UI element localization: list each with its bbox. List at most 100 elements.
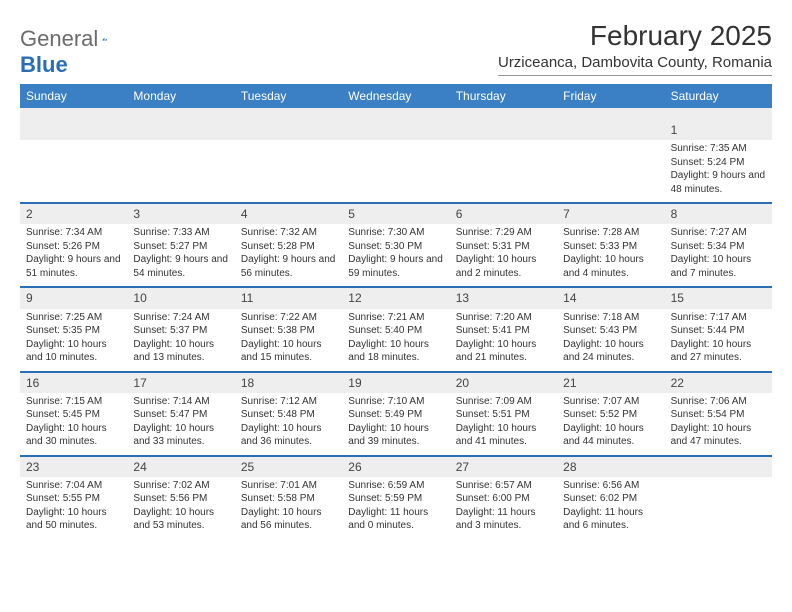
month-title: February 2025	[498, 20, 772, 52]
sunrise-text: Sunrise: 7:01 AM	[241, 479, 336, 493]
sunrise-text: Sunrise: 7:20 AM	[456, 311, 551, 325]
sunset-text: Sunset: 5:28 PM	[241, 240, 336, 254]
sunrise-text: Sunrise: 7:27 AM	[671, 226, 766, 240]
sunset-text: Sunset: 5:26 PM	[26, 240, 121, 254]
day-number: 8	[665, 204, 772, 224]
day-cell: 11Sunrise: 7:22 AMSunset: 5:38 PMDayligh…	[235, 288, 342, 370]
daylight-text: Daylight: 9 hours and 56 minutes.	[241, 253, 336, 280]
week-row: 16Sunrise: 7:15 AMSunset: 5:45 PMDayligh…	[20, 371, 772, 455]
sunset-text: Sunset: 5:30 PM	[348, 240, 443, 254]
day-cell: 8 Sunrise: 7:27 AMSunset: 5:34 PMDaylight…	[665, 204, 772, 286]
day-number: 4	[235, 204, 342, 224]
day-number: 26	[342, 457, 449, 477]
sunset-text: Sunset: 5:40 PM	[348, 324, 443, 338]
sunrise-text: Sunrise: 7:32 AM	[241, 226, 336, 240]
sunrise-text: Sunrise: 7:07 AM	[563, 395, 658, 409]
day-number: 27	[450, 457, 557, 477]
sunrise-text: Sunrise: 7:22 AM	[241, 311, 336, 325]
sunset-text: Sunset: 5:27 PM	[133, 240, 228, 254]
sunrise-text: Sunrise: 7:15 AM	[26, 395, 121, 409]
sunset-text: Sunset: 6:00 PM	[456, 492, 551, 506]
daylight-text: Daylight: 10 hours and 18 minutes.	[348, 338, 443, 365]
sunrise-text: Sunrise: 7:12 AM	[241, 395, 336, 409]
daylight-text: Daylight: 10 hours and 24 minutes.	[563, 338, 658, 365]
sunrise-text: Sunrise: 7:17 AM	[671, 311, 766, 325]
weekday-label: Sunday	[20, 84, 127, 108]
sunrise-text: Sunrise: 7:21 AM	[348, 311, 443, 325]
day-cell: 14Sunrise: 7:18 AMSunset: 5:43 PMDayligh…	[557, 288, 664, 370]
sunset-text: Sunset: 5:41 PM	[456, 324, 551, 338]
header: General February 2025 Urziceanca, Dambov…	[20, 20, 772, 76]
day-number: 28	[557, 457, 664, 477]
daylight-text: Daylight: 10 hours and 4 minutes.	[563, 253, 658, 280]
day-cell: 27 Sunrise: 6:57 AMSunset: 6:00 PMDayligh…	[450, 457, 557, 539]
day-cell: 10Sunrise: 7:24 AMSunset: 5:37 PMDayligh…	[127, 288, 234, 370]
calendar: Sunday Monday Tuesday Wednesday Thursday…	[20, 84, 772, 539]
empty-stripe	[235, 120, 342, 140]
sunset-text: Sunset: 5:48 PM	[241, 408, 336, 422]
week-row: 23Sunrise: 7:04 AMSunset: 5:55 PMDayligh…	[20, 455, 772, 539]
day-cell: 28Sunrise: 6:56 AMSunset: 6:02 PMDayligh…	[557, 457, 664, 539]
sunset-text: Sunset: 5:35 PM	[26, 324, 121, 338]
daylight-text: Daylight: 11 hours and 3 minutes.	[456, 506, 551, 533]
empty-cell	[20, 120, 127, 202]
sunset-text: Sunset: 5:38 PM	[241, 324, 336, 338]
day-cell: 22Sunrise: 7:06 AMSunset: 5:54 PMDayligh…	[665, 373, 772, 455]
week-row: 2Sunrise: 7:34 AMSunset: 5:26 PMDaylight…	[20, 202, 772, 286]
daylight-text: Daylight: 10 hours and 30 minutes.	[26, 422, 121, 449]
calendar-body: 1Sunrise: 7:35 AMSunset: 5:24 PMDaylight…	[20, 120, 772, 539]
daylight-text: Daylight: 10 hours and 47 minutes.	[671, 422, 766, 449]
empty-cell	[127, 120, 234, 202]
daylight-text: Daylight: 10 hours and 39 minutes.	[348, 422, 443, 449]
sunset-text: Sunset: 5:37 PM	[133, 324, 228, 338]
day-cell: 17Sunrise: 7:14 AMSunset: 5:47 PMDayligh…	[127, 373, 234, 455]
week-row: 1Sunrise: 7:35 AMSunset: 5:24 PMDaylight…	[20, 120, 772, 202]
sunrise-text: Sunrise: 7:29 AM	[456, 226, 551, 240]
sunset-text: Sunset: 5:33 PM	[563, 240, 658, 254]
sunset-text: Sunset: 5:56 PM	[133, 492, 228, 506]
sunrise-text: Sunrise: 7:30 AM	[348, 226, 443, 240]
sunset-text: Sunset: 5:31 PM	[456, 240, 551, 254]
day-cell: 21Sunrise: 7:07 AMSunset: 5:52 PMDayligh…	[557, 373, 664, 455]
sunrise-text: Sunrise: 7:09 AM	[456, 395, 551, 409]
day-cell: 24Sunrise: 7:02 AMSunset: 5:56 PMDayligh…	[127, 457, 234, 539]
empty-stripe	[127, 120, 234, 140]
day-cell: 20Sunrise: 7:09 AMSunset: 5:51 PMDayligh…	[450, 373, 557, 455]
day-number: 15	[665, 288, 772, 308]
daylight-text: Daylight: 11 hours and 6 minutes.	[563, 506, 658, 533]
sunset-text: Sunset: 5:34 PM	[671, 240, 766, 254]
day-number: 23	[20, 457, 127, 477]
empty-cell	[235, 120, 342, 202]
daylight-text: Daylight: 10 hours and 13 minutes.	[133, 338, 228, 365]
daylight-text: Daylight: 9 hours and 54 minutes.	[133, 253, 228, 280]
daylight-text: Daylight: 10 hours and 7 minutes.	[671, 253, 766, 280]
day-number: 13	[450, 288, 557, 308]
sunrise-text: Sunrise: 7:02 AM	[133, 479, 228, 493]
day-number: 14	[557, 288, 664, 308]
day-number: 12	[342, 288, 449, 308]
logo-text-1: General	[20, 26, 98, 52]
day-cell: 25Sunrise: 7:01 AMSunset: 5:58 PMDayligh…	[235, 457, 342, 539]
empty-stripe	[342, 120, 449, 140]
day-cell: 1Sunrise: 7:35 AMSunset: 5:24 PMDaylight…	[665, 120, 772, 202]
daylight-text: Daylight: 10 hours and 2 minutes.	[456, 253, 551, 280]
sunrise-text: Sunrise: 7:04 AM	[26, 479, 121, 493]
day-cell: 18Sunrise: 7:12 AMSunset: 5:48 PMDayligh…	[235, 373, 342, 455]
empty-cell	[665, 457, 772, 539]
weekday-label: Tuesday	[235, 84, 342, 108]
sunset-text: Sunset: 5:45 PM	[26, 408, 121, 422]
daylight-text: Daylight: 9 hours and 59 minutes.	[348, 253, 443, 280]
sunset-text: Sunset: 6:02 PM	[563, 492, 658, 506]
empty-stripe	[665, 457, 772, 477]
sunset-text: Sunset: 5:54 PM	[671, 408, 766, 422]
sunset-text: Sunset: 5:51 PM	[456, 408, 551, 422]
weekday-label: Saturday	[665, 84, 772, 108]
logo: General	[20, 20, 130, 52]
day-number: 1	[665, 120, 772, 140]
sunset-text: Sunset: 5:44 PM	[671, 324, 766, 338]
daylight-text: Daylight: 10 hours and 15 minutes.	[241, 338, 336, 365]
sunrise-text: Sunrise: 6:57 AM	[456, 479, 551, 493]
day-cell: 19Sunrise: 7:10 AMSunset: 5:49 PMDayligh…	[342, 373, 449, 455]
sunset-text: Sunset: 5:59 PM	[348, 492, 443, 506]
weekday-label: Monday	[127, 84, 234, 108]
